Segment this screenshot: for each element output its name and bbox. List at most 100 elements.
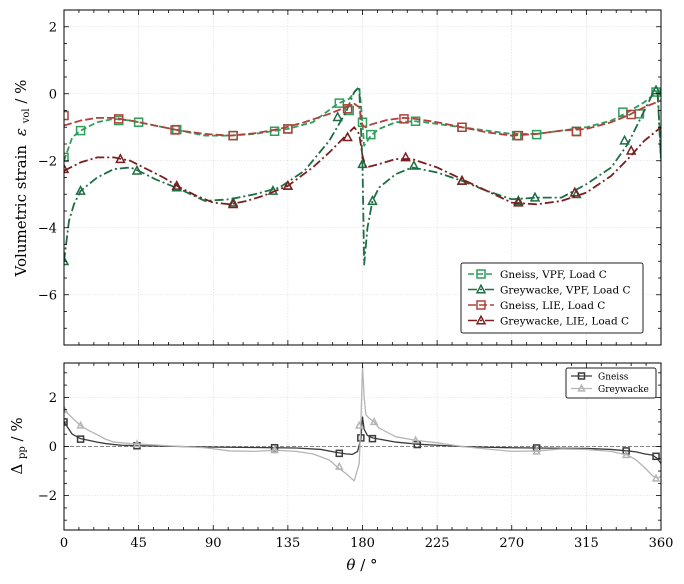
legend-label-greywacke: Greywacke (598, 385, 649, 395)
legend-marker-greywacke-vpf-load-c (475, 283, 487, 294)
y-tick-label: −4 (38, 221, 57, 236)
data-point-gneiss (622, 447, 630, 455)
bottom-y-axis-label: Δ pp / % (8, 417, 29, 474)
x-tick-label: 225 (425, 536, 450, 551)
x-axis-label: θ / ° (346, 556, 377, 574)
data-point-greywacke-lie-load-c (115, 153, 126, 164)
data-point-gneiss-lie-load-c (457, 122, 467, 132)
x-tick-label: 135 (275, 536, 300, 551)
data-point-gneiss-lie-load-c (399, 114, 409, 124)
x-tick-label: 270 (499, 536, 524, 551)
data-point-gneiss-vpf-load-c (334, 98, 345, 108)
data-point-greywacke (354, 420, 364, 429)
top-panel: −6 −4 −2 0 2 Volumetric strain ε vol / % Gne… (12, 9, 662, 346)
bottom-y-axis-label-sub: pp (17, 446, 28, 459)
data-point-gneiss (76, 435, 85, 443)
data-point-gneiss-lie-load-c (626, 109, 636, 120)
bottom-legend: Gneiss Greywacke (565, 367, 657, 399)
data-point-greywacke-vpf-load-c (64, 255, 70, 266)
data-point-greywacke-lie-load-c (456, 174, 468, 185)
data-point-greywacke-vpf-load-c (408, 159, 420, 170)
legend-label-greywacke-lie-load-c: Greywacke, LIE, Load C (500, 316, 629, 328)
legend-marker-greywacke (577, 383, 586, 392)
legend-label-gneiss-vpf-load-c: Gneiss, VPF, Load C (500, 269, 607, 281)
x-tick-label: 360 (649, 536, 674, 551)
series-line-gneiss (64, 416, 661, 465)
x-tick-label: 315 (574, 536, 599, 551)
series-gneiss-lie-load-c (64, 99, 661, 141)
data-point-greywacke (270, 445, 279, 454)
top-legend-box (460, 262, 644, 334)
y-tick-label: 0 (49, 87, 57, 102)
x-tick-label: 45 (130, 536, 147, 551)
top-legend: Gneiss, VPF, Load C Greywacke, VPF, Load … (460, 262, 644, 334)
top-ticks: −6 −4 −2 0 2 (38, 9, 662, 346)
data-point-greywacke-vpf-load-c (75, 184, 86, 195)
x-axis-label-symbol: θ (346, 556, 355, 574)
y-tick-label: −6 (38, 288, 57, 303)
series-line-greywacke (64, 364, 661, 482)
data-point-greywacke-vpf-load-c (619, 134, 630, 145)
data-point-greywacke-vpf-load-c (131, 164, 143, 175)
data-point-greywacke (64, 404, 69, 413)
legend-label-greywacke-vpf-load-c: Greywacke, VPF, Load C (500, 285, 631, 297)
data-point-greywacke (621, 450, 631, 459)
legend-marker-gneiss (577, 372, 586, 380)
data-point-gneiss-lie-load-c (170, 125, 180, 135)
top-series (64, 84, 661, 266)
data-point-greywacke (532, 446, 541, 455)
data-point-greywacke (651, 473, 661, 482)
series-greywacke-lie-load-c (64, 126, 661, 209)
data-point-gneiss-vpf-load-c (75, 125, 86, 136)
x-tick-label: 180 (350, 536, 375, 551)
data-point-greywacke-lie-load-c (569, 186, 581, 197)
data-point-greywacke-vpf-load-c (357, 158, 368, 169)
series-line-gneiss-lie-load-c (64, 99, 661, 137)
data-point-greywacke-lie-load-c (227, 198, 239, 209)
y-tick-label: 2 (49, 391, 57, 406)
data-point-greywacke-vpf-load-c (513, 195, 524, 205)
data-point-greywacke-lie-load-c (171, 179, 183, 190)
data-point-gneiss-vpf-load-c (366, 129, 376, 140)
legend-marker-greywacke-lie-load-c (475, 314, 487, 325)
data-point-greywacke-lie-load-c (64, 163, 70, 174)
y-tick-label: 2 (49, 20, 57, 35)
top-y-axis-label: Volumetric strain ε vol / % (12, 80, 33, 278)
y-tick-label: −2 (38, 489, 57, 504)
data-point-gneiss (368, 434, 377, 443)
x-tick-label: 0 (60, 536, 68, 551)
series-line-greywacke-lie-load-c (64, 126, 661, 206)
top-y-axis-label-symbol: ε (12, 128, 30, 136)
bottom-series (64, 364, 661, 482)
data-point-gneiss (335, 449, 344, 458)
data-point-greywacke-lie-load-c (282, 179, 294, 190)
data-point-greywacke-vpf-load-c (332, 111, 343, 122)
legend-marker-gneiss-lie-load-c (476, 300, 486, 310)
data-point-greywacke (369, 417, 379, 426)
top-y-axis-label-unit: / % (12, 80, 30, 104)
data-point-greywacke (132, 439, 142, 448)
legend-label-gneiss-lie-load-c: Gneiss, LIE, Load C (500, 300, 605, 312)
data-point-greywacke-lie-load-c (400, 151, 411, 162)
bottom-ticks: −2 0 2 0 45 90 135 180 225 270 315 360 (38, 363, 674, 551)
data-point-greywacke-lie-load-c (625, 144, 637, 155)
bottom-panel: −2 0 2 0 45 90 135 180 225 270 315 360 Δ pp / % θ /… (8, 362, 674, 574)
data-point-gneiss-lie-load-c (113, 114, 124, 124)
data-point-greywacke-vpf-load-c (367, 195, 378, 205)
legend-marker-gneiss-vpf-load-c (476, 269, 486, 279)
data-point-greywacke (335, 461, 344, 470)
data-point-gneiss-vpf-load-c (64, 152, 69, 163)
data-point-gneiss-lie-load-c (513, 130, 524, 141)
data-point-gneiss-lie-load-c (283, 124, 293, 134)
y-tick-label: −2 (38, 154, 57, 169)
data-point-greywacke (411, 435, 420, 444)
series-greywacke (64, 364, 661, 482)
data-point-gneiss-lie-load-c (228, 130, 238, 141)
data-point-gneiss-vpf-load-c (410, 116, 421, 126)
top-y-axis-label-text: Volumetric strain (12, 145, 30, 278)
x-tick-label: 90 (205, 536, 222, 551)
data-point-greywacke-lie-load-c (342, 131, 353, 142)
data-point-gneiss-lie-load-c (342, 104, 353, 114)
data-point-greywacke (76, 420, 85, 429)
